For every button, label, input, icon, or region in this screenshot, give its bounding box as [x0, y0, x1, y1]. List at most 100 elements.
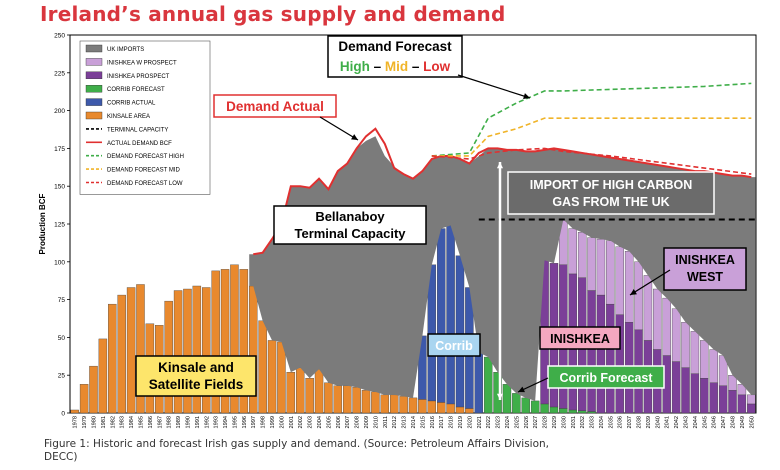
bar-kinsale-area-2011 — [380, 394, 390, 414]
x-tick-label-2028: 2028 — [543, 416, 549, 428]
bar-kinsale-area-1979 — [79, 384, 89, 414]
x-tick-label-1987: 1987 — [157, 416, 163, 428]
x-tick-label-2043: 2043 — [684, 416, 690, 428]
bar-corrib-forecast-2032 — [577, 410, 587, 414]
import-arrow-up-head — [496, 162, 504, 169]
bar-kinsale-area-1995 — [230, 264, 239, 414]
inishkea-west-label-line2: WEST — [687, 270, 723, 284]
x-tick-label-2002: 2002 — [298, 416, 304, 428]
bar-kinsale-area-2010 — [371, 391, 380, 414]
x-tick-label-2033: 2033 — [590, 416, 596, 428]
bar-corrib-forecast-2033 — [587, 411, 596, 414]
bar-inishkea-w-prospect-2043 — [681, 322, 690, 368]
bar-inishkea-w-prospect-2040 — [653, 288, 662, 350]
demand-forecast-arrow — [457, 74, 531, 99]
bar-kinsale-area-1999 — [267, 340, 277, 414]
bar-corrib-actual-2021 — [474, 352, 483, 414]
bar-inishkea-w-prospect-2050 — [747, 394, 756, 405]
legend-swatch-corrib-forecast — [85, 84, 103, 93]
demand-forecast-low-line — [431, 147, 752, 175]
bar-kinsale-area-2016 — [427, 400, 437, 414]
legend-swatch-kinsale-area — [85, 111, 103, 120]
bellanaboy-label-line2: Terminal Capacity — [294, 226, 406, 241]
bar-kinsale-area-2020 — [465, 408, 474, 414]
x-tick-label-2019: 2019 — [458, 416, 464, 428]
x-tick-label-2017: 2017 — [439, 416, 445, 428]
bar-inishkea-w-prospect-2032 — [577, 232, 587, 278]
bar-inishkea-prospect-2046 — [709, 382, 718, 414]
kinsale-label-line2: Satellite Fields — [149, 377, 244, 392]
bar-kinsale-area-1998 — [258, 320, 267, 414]
x-tick-label-2020: 2020 — [467, 416, 473, 428]
x-tick-label-2006: 2006 — [336, 416, 342, 428]
x-tick-label-2044: 2044 — [693, 416, 699, 428]
bar-kinsale-area-2005 — [324, 382, 333, 414]
x-tick-label-1978: 1978 — [73, 416, 79, 428]
bar-inishkea-prospect-2048 — [728, 390, 737, 414]
bar-kinsale-area-2003 — [305, 378, 314, 414]
x-tick-label-2041: 2041 — [665, 416, 671, 428]
demand-actual-arrow-head — [351, 134, 358, 140]
forecast-mid-label: Mid — [385, 59, 408, 74]
y-tick-label-100: 100 — [54, 259, 65, 266]
x-tick-label-2004: 2004 — [317, 416, 323, 428]
figure-caption: Figure 1: Historic and forecast Irish ga… — [44, 438, 550, 463]
y-tick-label-25: 25 — [58, 373, 66, 380]
y-tick-label-50: 50 — [58, 335, 66, 342]
bar-kinsale-area-2013 — [399, 396, 408, 414]
x-tick-label-2024: 2024 — [505, 416, 511, 428]
bar-corrib-actual-2015 — [418, 335, 427, 400]
x-tick-label-1998: 1998 — [261, 416, 267, 428]
demand-forecast-box — [327, 35, 463, 78]
bar-inishkea-prospect-2044 — [690, 373, 700, 414]
x-tick-label-2034: 2034 — [599, 416, 605, 428]
bar-corrib-forecast-2031 — [568, 409, 577, 414]
x-tick-label-2032: 2032 — [580, 416, 586, 428]
x-tick-label-2014: 2014 — [411, 416, 417, 428]
x-tick-label-1990: 1990 — [185, 416, 191, 428]
bar-kinsale-area-2017 — [436, 402, 446, 414]
x-tick-label-2040: 2040 — [655, 416, 661, 428]
x-tick-label-2010: 2010 — [373, 416, 379, 428]
bar-corrib-actual-2019 — [455, 255, 465, 408]
x-tick-label-2021: 2021 — [477, 416, 483, 428]
x-tick-label-2011: 2011 — [383, 416, 389, 428]
bar-inishkea-prospect-2043 — [681, 367, 690, 414]
demand-forecast-high-line — [431, 82, 752, 157]
bar-kinsale-area-1981 — [98, 338, 108, 414]
x-tick-label-2029: 2029 — [552, 416, 558, 428]
bar-inishkea-w-prospect-2038 — [634, 261, 643, 331]
y-axis-label: Production BCF — [38, 193, 47, 254]
import-label-line1: IMPORT OF HIGH CARBON — [530, 178, 693, 192]
legend-swatch-corrib-actual — [85, 98, 103, 106]
x-tick-label-2007: 2007 — [345, 416, 351, 428]
legend-label-corrib-forecast: CORRIB FORECAST — [107, 87, 165, 93]
bar-kinsale-area-1992 — [202, 287, 211, 414]
bar-kinsale-area-2012 — [389, 394, 399, 414]
x-tick-label-2039: 2039 — [646, 416, 652, 428]
x-tick-label-2012: 2012 — [392, 416, 398, 428]
y-tick-label-225: 225 — [54, 70, 65, 77]
x-tick-label-1979: 1979 — [82, 416, 88, 428]
legend-label-demand-forecast-high: DEMAND FORECAST HIGH — [107, 154, 184, 160]
demand-forecast-title: Demand Forecast — [338, 39, 452, 54]
x-tick-label-1992: 1992 — [204, 416, 210, 428]
x-tick-label-1985: 1985 — [138, 416, 144, 428]
y-tick-label-200: 200 — [54, 108, 65, 115]
import-box — [507, 171, 715, 215]
bar-kinsale-area-2015 — [418, 399, 427, 414]
demand-actual-box — [213, 94, 337, 118]
x-tick-label-1986: 1986 — [148, 416, 154, 428]
x-tick-label-2015: 2015 — [420, 416, 426, 428]
kinsale-label-line1: Kinsale and — [158, 360, 234, 375]
x-tick-label-2045: 2045 — [702, 416, 708, 428]
x-tick-label-1989: 1989 — [176, 416, 182, 428]
x-tick-label-1983: 1983 — [120, 416, 126, 428]
bar-kinsale-area-2002 — [296, 367, 305, 414]
bar-inishkea-w-prospect-2031 — [568, 228, 577, 275]
inishkea-box — [539, 326, 621, 350]
bellanaboy-box — [273, 205, 427, 245]
import-label-line2: GAS FROM THE UK — [552, 195, 669, 209]
x-tick-label-2027: 2027 — [533, 416, 539, 428]
x-tick-label-2050: 2050 — [749, 416, 755, 428]
